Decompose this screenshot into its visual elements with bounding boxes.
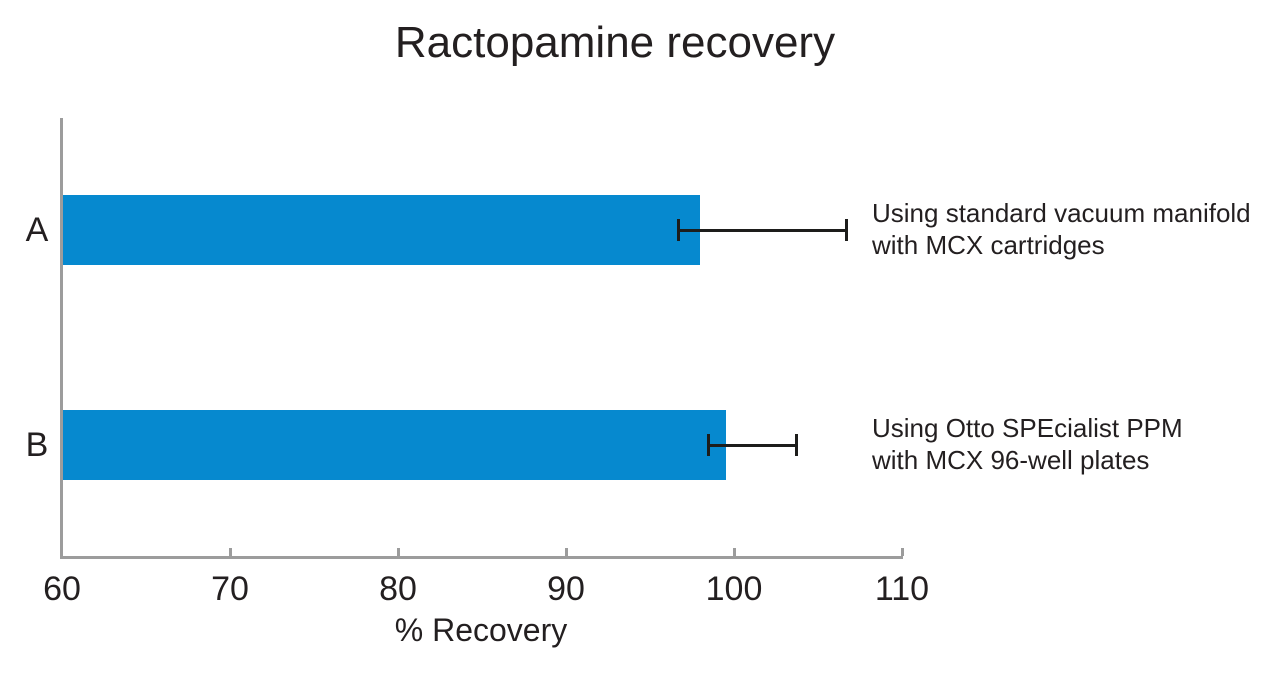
error-bar-line [678, 228, 847, 232]
x-axis-tick [396, 548, 400, 556]
category-label-b: B [25, 426, 49, 464]
bar-a [63, 195, 701, 265]
x-axis-tick [900, 548, 904, 556]
x-tick-label: 80 [379, 570, 417, 608]
x-axis-tick [732, 548, 736, 556]
error-bar-line [708, 443, 797, 447]
bar-annotation-line: Using standard vacuum manifold [872, 198, 1251, 228]
bar-b [63, 410, 726, 480]
x-tick-label: 110 [874, 570, 930, 608]
x-tick-label: 60 [43, 570, 81, 608]
x-axis-label: % Recovery [394, 612, 568, 648]
x-axis-tick [228, 548, 232, 556]
chart-title: Ractopamine recovery [394, 18, 836, 67]
error-bar-cap-right [845, 219, 849, 241]
bar-annotation-line: with MCX 96-well plates [872, 445, 1150, 475]
x-axis-tick [564, 548, 568, 556]
bar-annotation-line: with MCX cartridges [872, 230, 1105, 260]
x-tick-label: 100 [705, 570, 763, 608]
y-axis-line [60, 118, 63, 559]
error-bar-cap-right [794, 434, 798, 456]
error-bar-cap-left [677, 219, 681, 241]
x-tick-label: 70 [211, 570, 249, 608]
category-label-a: A [25, 211, 49, 249]
error-bar-cap-left [707, 434, 711, 456]
bar-annotation-line: Using Otto SPEcialist PPM [872, 413, 1183, 443]
x-axis-line [60, 556, 903, 559]
x-tick-label: 90 [547, 570, 585, 608]
